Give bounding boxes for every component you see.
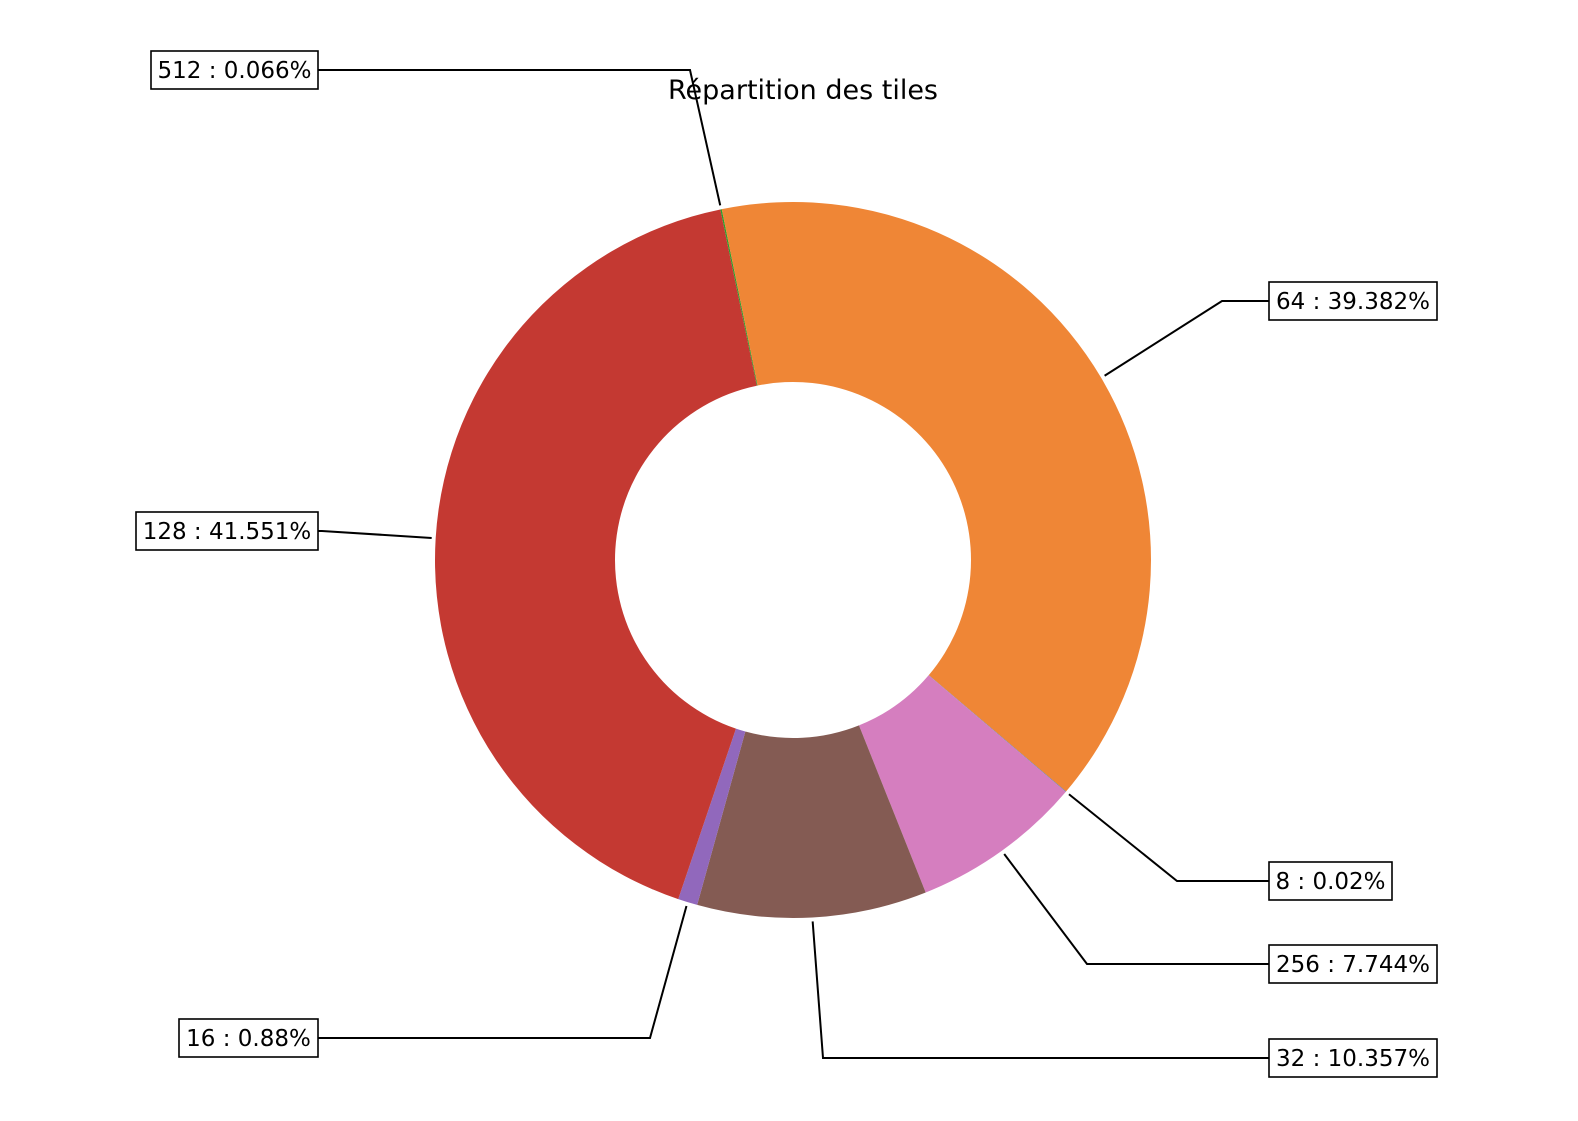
slice-label-64: 64 : 39.382%: [1276, 289, 1430, 315]
leader-line-64: [1104, 300, 1269, 377]
slice-label-32: 32 : 10.357%: [1276, 1046, 1430, 1072]
leader-line-16: [318, 905, 688, 1039]
slice-label-128: 128 : 41.551%: [143, 519, 312, 545]
pie-slice-128: [435, 209, 757, 900]
slice-label-box-512: [150, 50, 319, 90]
leader-line-32: [811, 921, 1269, 1059]
slice-label-256: 256 : 7.744%: [1276, 952, 1430, 978]
pie-slice-64: [721, 202, 1151, 792]
slice-label-box-64: [1268, 281, 1438, 321]
pie-slice-8: [928, 675, 1067, 792]
leader-line-8: [1068, 793, 1269, 882]
slice-label-512: 512 : 0.066%: [158, 58, 312, 84]
label-leader-lines: [318, 69, 1269, 1059]
slice-label-16: 16 : 0.88%: [186, 1026, 311, 1052]
chart-title: Répartition des tiles: [668, 75, 938, 106]
leader-line-512: [318, 69, 722, 206]
slice-labels: 512 : 0.066% 64 : 39.382% 8 : 0.02% 256 : 7…: [135, 50, 1438, 1078]
slice-label-8: 8 : 0.02%: [1275, 869, 1385, 895]
slice-label-box-16: [178, 1018, 319, 1058]
pie-slices: [435, 202, 1151, 918]
pie-slice-256: [858, 675, 1066, 893]
slice-label-box-256: [1268, 944, 1438, 984]
leader-line-256: [1003, 853, 1269, 965]
pie-slice-16: [678, 728, 746, 905]
slice-label-box-128: [135, 511, 319, 551]
slice-label-box-32: [1268, 1038, 1438, 1078]
slice-label-box-8: [1268, 861, 1393, 901]
pie-slice-512: [720, 209, 758, 386]
pie-slice-32: [697, 725, 926, 918]
leader-line-128: [318, 530, 432, 539]
